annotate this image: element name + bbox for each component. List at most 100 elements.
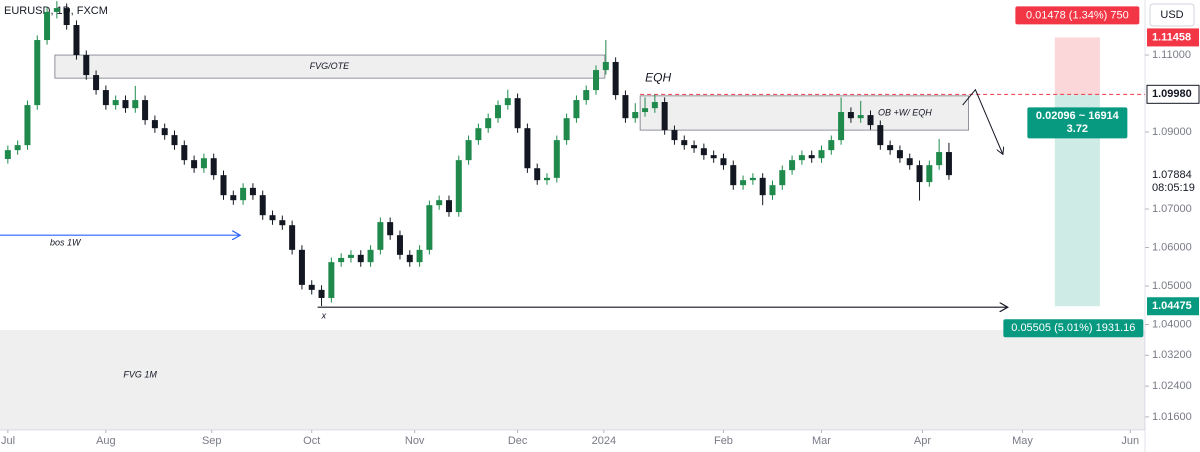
candle-body bbox=[759, 177, 766, 196]
candle-body bbox=[259, 195, 266, 216]
candle-body bbox=[396, 235, 403, 255]
candle-body bbox=[318, 289, 325, 298]
candle-body bbox=[93, 75, 100, 91]
y-tick-label: 1.04000 bbox=[1152, 318, 1192, 330]
stop-price-box bbox=[1147, 28, 1199, 47]
y-tick-label: 1.06000 bbox=[1152, 241, 1192, 253]
candle-body bbox=[612, 61, 619, 96]
y-tick-label: 1.07000 bbox=[1152, 203, 1192, 215]
candle-body bbox=[798, 155, 805, 161]
stop-box bbox=[1015, 6, 1140, 25]
stop-zone bbox=[1054, 37, 1100, 95]
candle-body bbox=[524, 128, 531, 169]
candle-body bbox=[642, 108, 649, 113]
y-tick-label: 1.02400 bbox=[1152, 380, 1192, 392]
y-tick-label: 1.05000 bbox=[1152, 280, 1192, 292]
candle-body bbox=[387, 222, 394, 236]
stop-price: 1.11458 bbox=[1152, 31, 1191, 43]
candle-body bbox=[916, 165, 923, 183]
x-tick-label: Sep bbox=[202, 435, 222, 447]
line-label: x bbox=[321, 311, 327, 321]
x-tick-label: Jul bbox=[1, 435, 15, 447]
y-tick-label: 1.03200 bbox=[1152, 349, 1192, 361]
candle-body bbox=[4, 150, 11, 159]
candle-body bbox=[475, 128, 482, 141]
candle-body bbox=[24, 105, 31, 146]
candle-body bbox=[436, 200, 443, 206]
candle-body bbox=[44, 11, 51, 41]
line-label: EQH bbox=[645, 70, 671, 84]
candle-body bbox=[573, 100, 580, 119]
candle-body bbox=[593, 70, 600, 91]
candle-body bbox=[896, 150, 903, 159]
x-tick-label: Mar bbox=[812, 435, 831, 447]
candle-body bbox=[191, 160, 198, 169]
x-tick-label: Feb bbox=[714, 435, 733, 447]
candle-body bbox=[406, 254, 413, 263]
candle-body bbox=[789, 160, 796, 171]
target-text: 0.05505 (5.01%) 1931.16 bbox=[1011, 322, 1135, 334]
target-box bbox=[1003, 319, 1144, 338]
target-price-box bbox=[1147, 297, 1199, 316]
target-price: 1.04475 bbox=[1152, 300, 1192, 312]
last-price: 1.07884 bbox=[1152, 169, 1192, 181]
candle-body bbox=[700, 148, 707, 156]
x-tick-label: Nov bbox=[405, 435, 425, 447]
candle-body bbox=[200, 158, 207, 169]
candle-body bbox=[651, 102, 658, 109]
currency-box[interactable] bbox=[1149, 3, 1195, 27]
candle-body bbox=[122, 100, 129, 109]
candle-body bbox=[671, 130, 678, 141]
candle-body bbox=[298, 249, 305, 285]
candle-body bbox=[73, 25, 80, 56]
candle-body bbox=[544, 177, 551, 181]
candle-body bbox=[83, 55, 90, 76]
candle-body bbox=[602, 61, 609, 71]
candle-body bbox=[808, 155, 815, 159]
candle-body bbox=[779, 170, 786, 186]
candle-body bbox=[818, 150, 825, 159]
candle-body bbox=[749, 177, 756, 181]
x-tick-label: Jun bbox=[1121, 435, 1139, 447]
currency[interactable]: USD bbox=[1160, 9, 1183, 21]
x-tick-label: Aug bbox=[96, 435, 116, 447]
candle-body bbox=[240, 187, 247, 201]
candle-body bbox=[514, 98, 521, 129]
candle-body bbox=[504, 98, 511, 106]
zone-label: FVG/OTE bbox=[310, 61, 350, 71]
candle-body bbox=[210, 158, 217, 176]
candle-body bbox=[494, 105, 501, 119]
drawn-arrow bbox=[962, 88, 1003, 155]
candle-body bbox=[455, 160, 462, 213]
candle-body bbox=[142, 100, 149, 121]
candle-body bbox=[661, 102, 668, 131]
candle-body bbox=[465, 140, 472, 161]
candle-body bbox=[181, 145, 188, 161]
entry-price-box bbox=[1146, 84, 1200, 104]
y-tick-label: 1.09000 bbox=[1152, 126, 1192, 138]
zone bbox=[0, 329, 1145, 430]
ratio-text: 0.02096 ~ 16914 bbox=[1036, 110, 1120, 122]
candle-body bbox=[161, 128, 168, 136]
x-tick-label: Apr bbox=[914, 435, 931, 447]
candle-body bbox=[151, 120, 158, 129]
candle-body bbox=[847, 112, 854, 119]
x-tick-label: Dec bbox=[508, 435, 528, 447]
candle-body bbox=[691, 145, 698, 149]
candle-body bbox=[63, 8, 70, 26]
candle-body bbox=[328, 262, 335, 298]
y-tick-label: 1.11000 bbox=[1152, 49, 1191, 61]
candle-body bbox=[720, 158, 727, 166]
entry-price: 1.09980 bbox=[1152, 88, 1192, 100]
candle-body bbox=[34, 40, 41, 106]
candle-body bbox=[102, 90, 109, 106]
candle-body bbox=[289, 225, 296, 250]
candle-body bbox=[14, 145, 21, 151]
last-price-box bbox=[1147, 166, 1199, 195]
candle-body bbox=[877, 125, 884, 146]
candle-body bbox=[338, 257, 345, 263]
candle-body bbox=[563, 118, 570, 141]
candle-body bbox=[249, 187, 256, 196]
